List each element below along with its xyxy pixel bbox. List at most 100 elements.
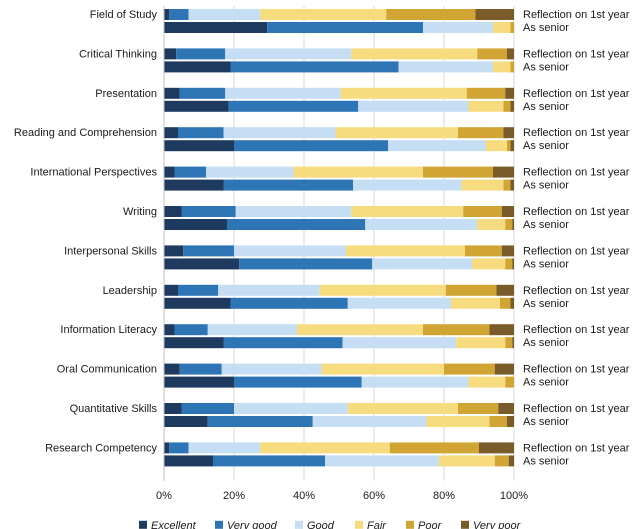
bar-segment [293, 166, 423, 178]
bar-segment [468, 100, 504, 112]
bar-segment [465, 245, 502, 257]
bar-segment [456, 337, 506, 349]
row-label: Reflection on 1st year [523, 48, 630, 60]
bar-segment [230, 297, 348, 309]
bar-segment [466, 87, 506, 99]
row-label: As senior [523, 180, 569, 192]
category-label: Interpersonal Skills [64, 245, 157, 257]
bar-segment [164, 166, 175, 178]
row-label: Reflection on 1st year [523, 245, 630, 257]
row-label: Reflection on 1st year [523, 9, 630, 21]
bar-segment [351, 48, 478, 60]
bar-segment [164, 100, 229, 112]
bar-segment [477, 219, 506, 230]
bar-segment [164, 324, 175, 336]
bar-segment [181, 206, 236, 217]
bar-segment [230, 61, 399, 73]
bar-segment [234, 140, 388, 152]
bar-segment [164, 48, 177, 60]
bar-segment [500, 297, 511, 309]
bar-segment [225, 87, 341, 99]
bar-segment [438, 455, 495, 467]
bar-segment [503, 179, 511, 191]
category-label: Leadership [103, 285, 157, 297]
bar-segment [386, 9, 476, 20]
bar-segment [353, 179, 462, 191]
category-label: Reading and Comprehension [14, 127, 157, 139]
bar-segment [174, 324, 208, 336]
bar-segment [444, 363, 495, 375]
bar-segment [169, 442, 189, 454]
category-label: Writing [123, 206, 157, 218]
bar-segment [207, 324, 297, 336]
bar-segment [221, 363, 322, 375]
bar-segment [234, 376, 362, 388]
bar-segment [505, 258, 513, 270]
bar-segment [512, 337, 514, 349]
row-label: As senior [523, 140, 569, 152]
legend-swatch [406, 520, 414, 529]
bar-segment [458, 127, 504, 139]
bar-segment [503, 127, 514, 139]
legend-swatch [295, 520, 303, 529]
bar-segment [181, 403, 234, 414]
bar-segment [423, 166, 493, 178]
row-label: Reflection on 1st year [523, 403, 630, 415]
row-label: As senior [523, 455, 569, 467]
x-tick-label: 60% [363, 490, 385, 502]
x-tick-label: 80% [433, 490, 455, 502]
bar-segment [207, 416, 313, 427]
bar-segment [164, 416, 208, 427]
row-label: Reflection on 1st year [523, 285, 630, 297]
bar-segment [223, 127, 336, 139]
bar-segment [503, 100, 511, 112]
bar-segment [164, 87, 180, 99]
legend-label: Poor [418, 520, 443, 529]
bar-segment [164, 9, 170, 20]
bar-segment [346, 245, 465, 257]
bar-segment [510, 100, 514, 112]
bar-segment [398, 61, 493, 73]
bar-segment [388, 140, 486, 152]
bar-segment [496, 284, 514, 296]
row-label: As senior [523, 22, 569, 34]
row-label: As senior [523, 219, 569, 231]
bar-segment [510, 22, 514, 33]
bar-segment [477, 48, 507, 60]
category-label: International Perspectives [30, 167, 157, 179]
bar-segment [164, 206, 182, 217]
row-label: Reflection on 1st year [523, 127, 630, 139]
bar-segment [489, 416, 507, 427]
bar-segment [451, 297, 500, 309]
bar-segment [164, 284, 178, 296]
bar-segment [486, 140, 507, 152]
bar-segment [321, 363, 444, 375]
row-label: As senior [523, 377, 569, 389]
category-label: Quantitative Skills [70, 403, 158, 415]
bar-segment [347, 297, 451, 309]
bar-segment [260, 9, 387, 20]
legend-swatch [139, 520, 147, 529]
bar-segment [164, 442, 170, 454]
bar-segment [510, 297, 514, 309]
bar-segment [493, 61, 511, 73]
row-label: As senior [523, 337, 569, 349]
bar-segment [493, 166, 514, 178]
bar-segment [507, 48, 514, 60]
bar-segment [164, 127, 178, 139]
bar-segment [228, 100, 359, 112]
bar-segment [351, 206, 464, 217]
bar-segment [178, 284, 219, 296]
bar-segment [510, 61, 514, 73]
bars [164, 9, 514, 467]
bar-segment [206, 166, 294, 178]
bar-segment [494, 455, 509, 467]
bar-segment [505, 376, 514, 388]
bar-segment [235, 206, 352, 217]
bar-segment [267, 22, 423, 33]
bar-segment [164, 297, 231, 309]
row-label: As senior [523, 258, 569, 270]
category-label: Field of Study [90, 9, 158, 21]
